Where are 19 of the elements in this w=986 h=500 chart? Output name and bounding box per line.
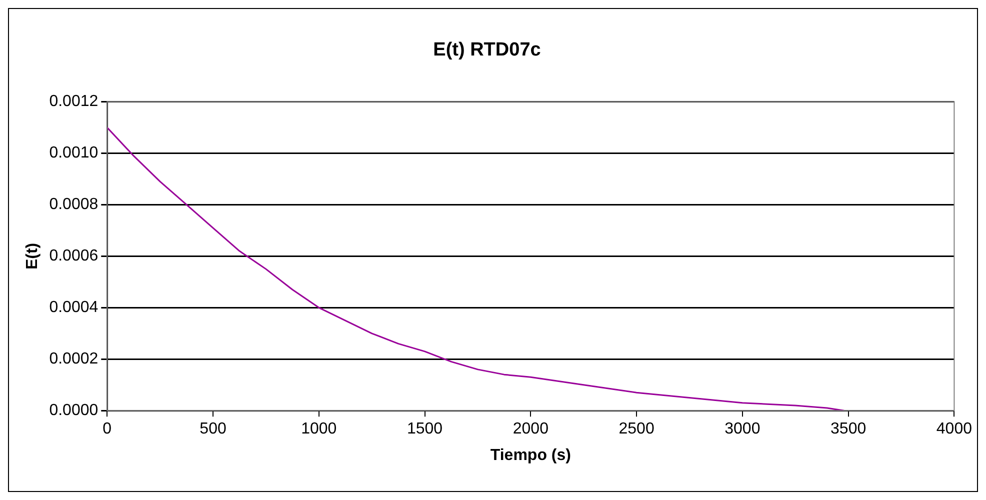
chart-title: E(t) RTD07c	[433, 40, 542, 61]
x-tick-label: 2000	[512, 420, 549, 438]
x-tick-label: 1000	[301, 420, 337, 438]
y-tick-label: 0.0006	[49, 248, 98, 265]
x-tick-label: 3500	[830, 420, 866, 438]
x-tick-label: 2500	[618, 420, 654, 438]
x-tick-label: 3000	[724, 420, 760, 438]
x-tick-label: 500	[200, 420, 226, 438]
x-axis-title: Tiempo (s)	[490, 446, 571, 464]
x-tick-label: 1500	[406, 420, 443, 438]
x-tick-label: 0	[102, 420, 112, 438]
y-axis-title: E(t)	[24, 242, 42, 270]
x-tick-label: 4000	[936, 420, 972, 438]
y-tick-label: 0.0012	[49, 93, 98, 110]
y-tick-label: 0.0000	[49, 402, 98, 420]
y-tick-label: 0.0004	[49, 299, 98, 316]
y-tick-label: 0.0002	[49, 350, 98, 368]
y-tick-label: 0.0010	[49, 144, 98, 162]
y-tick-label: 0.0008	[49, 196, 98, 214]
